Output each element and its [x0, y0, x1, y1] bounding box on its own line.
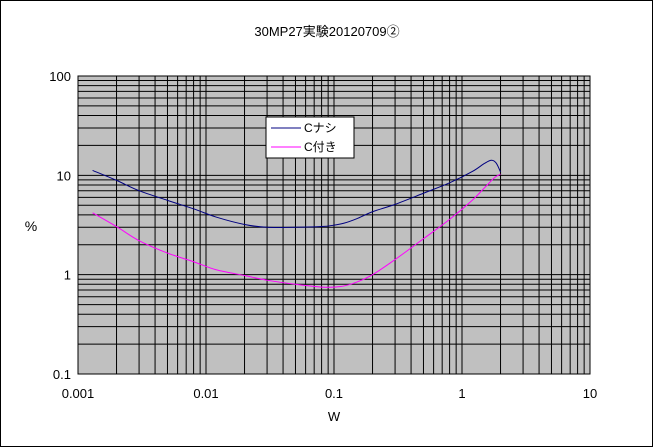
chart-title: 30MP27実験20120709② [254, 24, 399, 39]
x-tick-label: 0.01 [193, 386, 218, 401]
y-tick-label: 100 [49, 69, 71, 84]
series-line-1 [92, 173, 501, 288]
legend-label-c-tsuki: C付き [304, 140, 337, 154]
y-tick-labels: 0.1 1 10 100 [49, 69, 71, 382]
y-axis-label: % [25, 218, 37, 234]
series-line-0 [92, 159, 501, 229]
x-tick-label: 0.1 [325, 386, 343, 401]
series-lines [92, 159, 501, 288]
plot-border [77, 75, 591, 375]
y-tick-label: 10 [57, 168, 71, 183]
y-tick-label: 1 [64, 268, 71, 283]
legend: Cナシ C付き [265, 116, 355, 159]
x-tick-label: 0.001 [62, 386, 95, 401]
y-tick-label: 0.1 [53, 367, 71, 382]
x-axis-label: W [328, 409, 341, 424]
x-tick-label: 10 [583, 386, 597, 401]
x-tick-label: 1 [458, 386, 465, 401]
legend-box [265, 116, 355, 159]
grid [78, 76, 590, 374]
x-tick-labels: 0.001 0.01 0.1 1 10 [62, 386, 598, 401]
legend-label-c-nashi: Cナシ [304, 121, 337, 135]
